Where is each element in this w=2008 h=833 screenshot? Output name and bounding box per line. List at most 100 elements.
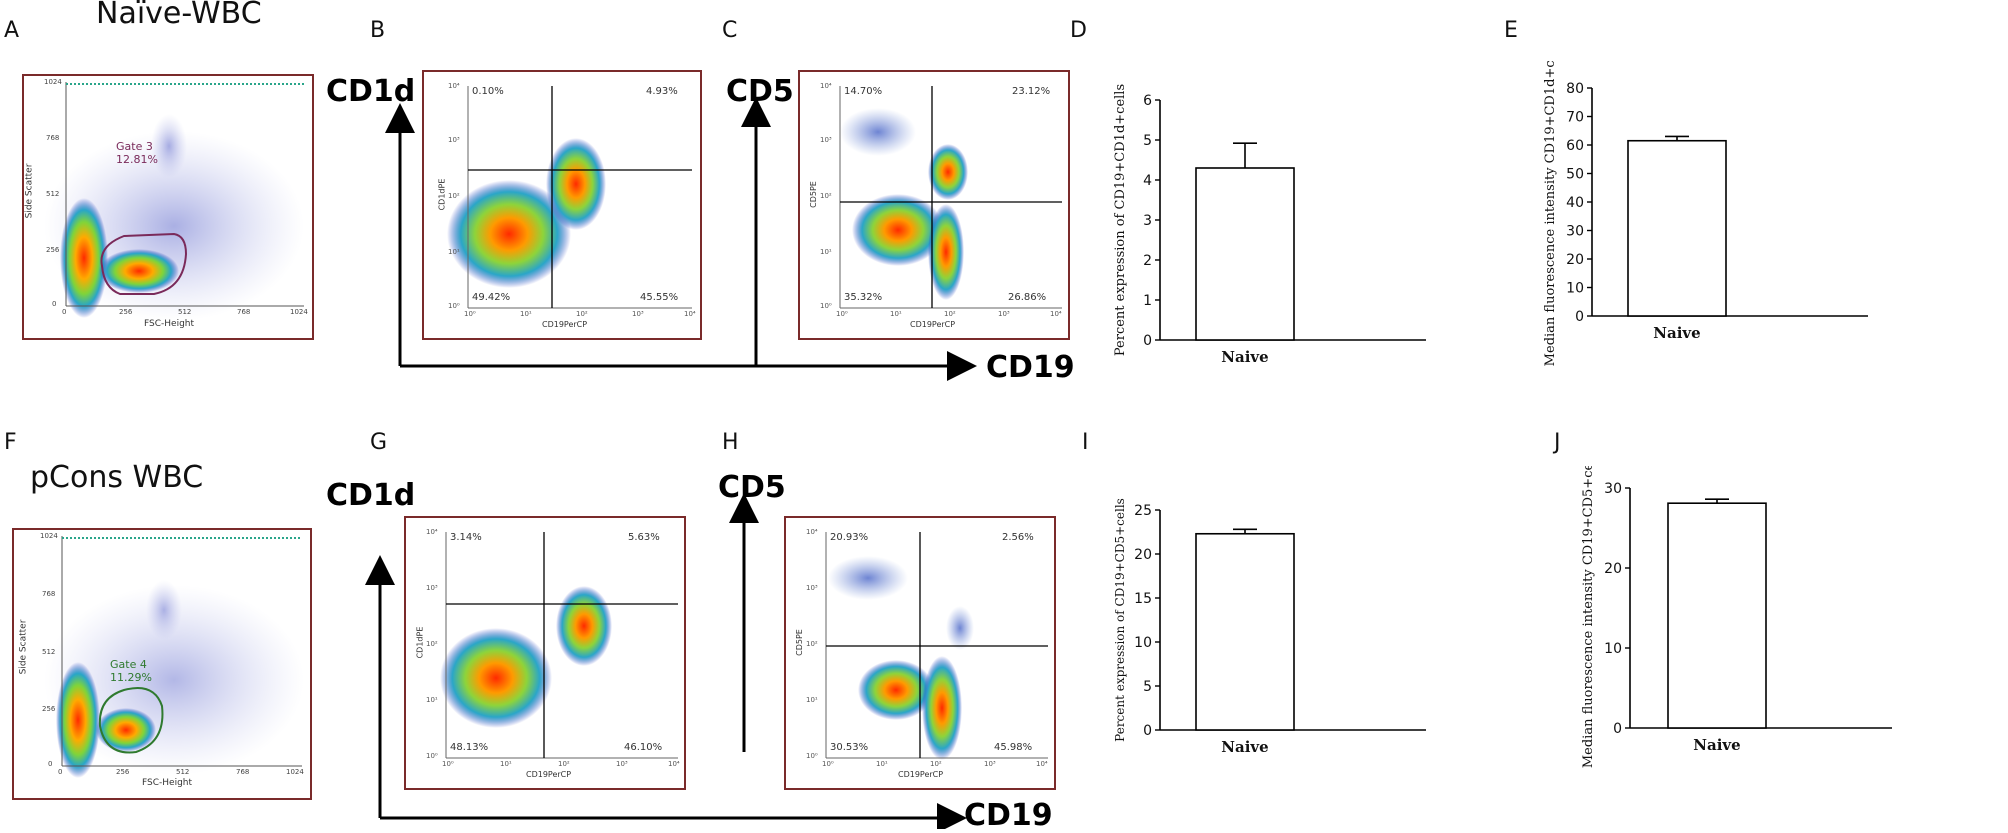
scatter-plot-a: Gate 3 12.81% FSC-Height Side Scatter 0 … — [22, 74, 314, 340]
quadrant-canvas-b — [447, 86, 692, 309]
x-tick-f-3: 768 — [236, 768, 250, 776]
x-tick-g-0: 10⁰ — [442, 760, 454, 768]
y-tick-c-0: 10⁰ — [820, 302, 832, 310]
y-tick-b-2: 10² — [448, 192, 460, 200]
y-tick-label-e-3: 30 — [1566, 224, 1584, 240]
x-axis-label-a: FSC-Height — [144, 319, 195, 329]
y-tick-f-0: 0 — [48, 760, 53, 768]
quadrant-canvas-h — [825, 532, 1048, 760]
x-tick-c-0: 10⁰ — [836, 310, 848, 318]
x-tick-f-4: 1024 — [286, 768, 304, 776]
y-tick-label-i-1: 5 — [1143, 679, 1152, 695]
quadrant-ul-c: 14.70% — [844, 86, 883, 97]
panel-letter-b: B — [370, 18, 386, 43]
bar-e-naive[interactable] — [1627, 139, 1727, 317]
y-axis-label-h: CD5PE — [794, 629, 804, 656]
quadrant-plot-h: 20.93% 2.56% 30.53% 45.98% CD19PerCP CD5… — [784, 516, 1056, 790]
y-axis-label-g: CD1dPE — [415, 626, 425, 659]
quadrant-plot-b: 0.10% 4.93% 49.42% 45.55% CD19PerCP CD1d… — [422, 70, 702, 340]
x-tick-label-i-0: Naive — [1221, 738, 1268, 756]
axis-title-cd19-bottom: CD19 — [964, 798, 1053, 833]
gate-outline-a[interactable] — [100, 232, 188, 295]
y-tick-h-4: 10⁴ — [806, 528, 818, 536]
quadrant-canvas-g — [440, 532, 678, 759]
bar-chart-e: 01020304050607080NaivepCons**Median fluo… — [1543, 60, 1868, 366]
quadrant-lr-h: 45.98% — [994, 742, 1033, 753]
x-tick-label-e-0: Naive — [1653, 324, 1700, 342]
y-tick-label-d-3: 3 — [1143, 213, 1152, 229]
x-tick-g-1: 10¹ — [500, 760, 512, 768]
bar-chart-i: 0510152025NaivepCons***Percent expressio… — [1113, 498, 1426, 756]
x-tick-g-4: 10⁴ — [668, 760, 680, 768]
gate-pct-f: 11.29% — [110, 671, 152, 684]
x-tick-h-1: 10¹ — [876, 760, 888, 768]
y-tick-label-j-2: 20 — [1604, 561, 1622, 577]
x-tick-f-0: 0 — [58, 768, 63, 776]
y-tick-h-2: 10² — [806, 640, 818, 648]
x-tick-f-2: 512 — [176, 768, 190, 776]
bar-d-naive[interactable] — [1195, 167, 1295, 341]
x-axis-label-h: CD19PerCP — [898, 770, 944, 779]
gate-label-a: Gate 3 — [116, 140, 153, 153]
y-tick-label-d-0: 0 — [1143, 333, 1152, 349]
y-tick-b-4: 10⁴ — [448, 82, 460, 90]
axis-title-cd19-top: CD19 — [986, 350, 1075, 385]
quadrant-ur-h: 2.56% — [1002, 532, 1034, 543]
y-tick-label-i-4: 20 — [1134, 547, 1152, 563]
y-axis-title-i: Percent expression of CD19+CD5+cells — [1113, 498, 1127, 742]
gate-outline-f[interactable] — [98, 687, 164, 754]
gate-label-f: Gate 4 — [110, 658, 147, 671]
quadrant-ur-b: 4.93% — [646, 86, 678, 97]
y-tick-label-j-3: 30 — [1604, 481, 1622, 497]
y-tick-f-1: 256 — [42, 705, 56, 713]
y-axis-title-e: Median fluorescence intensity CD19+CD1d+… — [1543, 60, 1558, 366]
x-tick-g-2: 10² — [558, 760, 570, 768]
y-axis-title-d: Percent expression of CD19+CD1d+cells — [1113, 84, 1128, 356]
y-tick-a-4: 1024 — [44, 78, 62, 86]
panel-letter-f: F — [4, 430, 17, 455]
x-tick-label-d-0: Naive — [1221, 348, 1268, 366]
x-axis-label-g: CD19PerCP — [526, 770, 572, 779]
title-pcons-wbc: pCons WBC — [30, 460, 204, 495]
panel-letter-c: C — [722, 18, 738, 43]
y-tick-label-d-4: 4 — [1143, 173, 1152, 189]
y-tick-label-e-8: 80 — [1566, 81, 1584, 97]
y-tick-label-e-1: 10 — [1566, 281, 1584, 297]
x-tick-a-2: 512 — [178, 308, 192, 316]
x-tick-h-3: 10³ — [984, 760, 996, 768]
y-tick-label-e-5: 50 — [1566, 167, 1584, 183]
x-tick-c-2: 10² — [944, 310, 956, 318]
y-tick-a-0: 0 — [52, 300, 57, 308]
y-tick-label-i-2: 10 — [1134, 635, 1152, 651]
axis-title-cd1d-bottom: CD1d — [326, 478, 416, 513]
x-tick-b-0: 10⁰ — [464, 310, 476, 318]
y-tick-a-2: 512 — [46, 190, 60, 198]
panel-letter-h: H — [722, 430, 739, 455]
y-axis-title-j: Median fluorescence intensity CD19+CD5+c… — [1581, 466, 1596, 768]
scatter-canvas-a — [44, 82, 304, 321]
y-tick-label-d-2: 2 — [1143, 253, 1152, 269]
panel-letter-j: J — [1554, 430, 1561, 455]
y-tick-b-0: 10⁰ — [448, 302, 460, 310]
y-tick-h-0: 10⁰ — [806, 752, 818, 760]
quadrant-ll-h: 30.53% — [830, 742, 869, 753]
panel-letter-g: G — [370, 430, 388, 455]
x-tick-a-0: 0 — [62, 308, 67, 316]
y-tick-label-d-6: 6 — [1143, 93, 1152, 109]
y-tick-label-d-1: 1 — [1143, 293, 1152, 309]
bar-j-naive[interactable] — [1667, 502, 1767, 729]
bar-i-naive[interactable] — [1195, 532, 1295, 731]
y-tick-g-3: 10³ — [426, 584, 438, 592]
y-tick-label-i-5: 25 — [1134, 503, 1152, 519]
x-axis-label-f: FSC-Height — [142, 778, 193, 788]
y-tick-label-j-0: 0 — [1613, 721, 1622, 737]
y-tick-label-i-0: 0 — [1143, 723, 1152, 739]
y-tick-a-3: 768 — [46, 134, 60, 142]
x-axis-label-b: CD19PerCP — [542, 320, 588, 329]
x-tick-label-j-0: Naive — [1693, 736, 1740, 754]
quadrant-ul-h: 20.93% — [830, 532, 869, 543]
y-axis-label-b: CD1dPE — [437, 178, 447, 211]
quadrant-ul-b: 0.10% — [472, 86, 504, 97]
axis-title-cd5-top: CD5 — [726, 74, 794, 109]
